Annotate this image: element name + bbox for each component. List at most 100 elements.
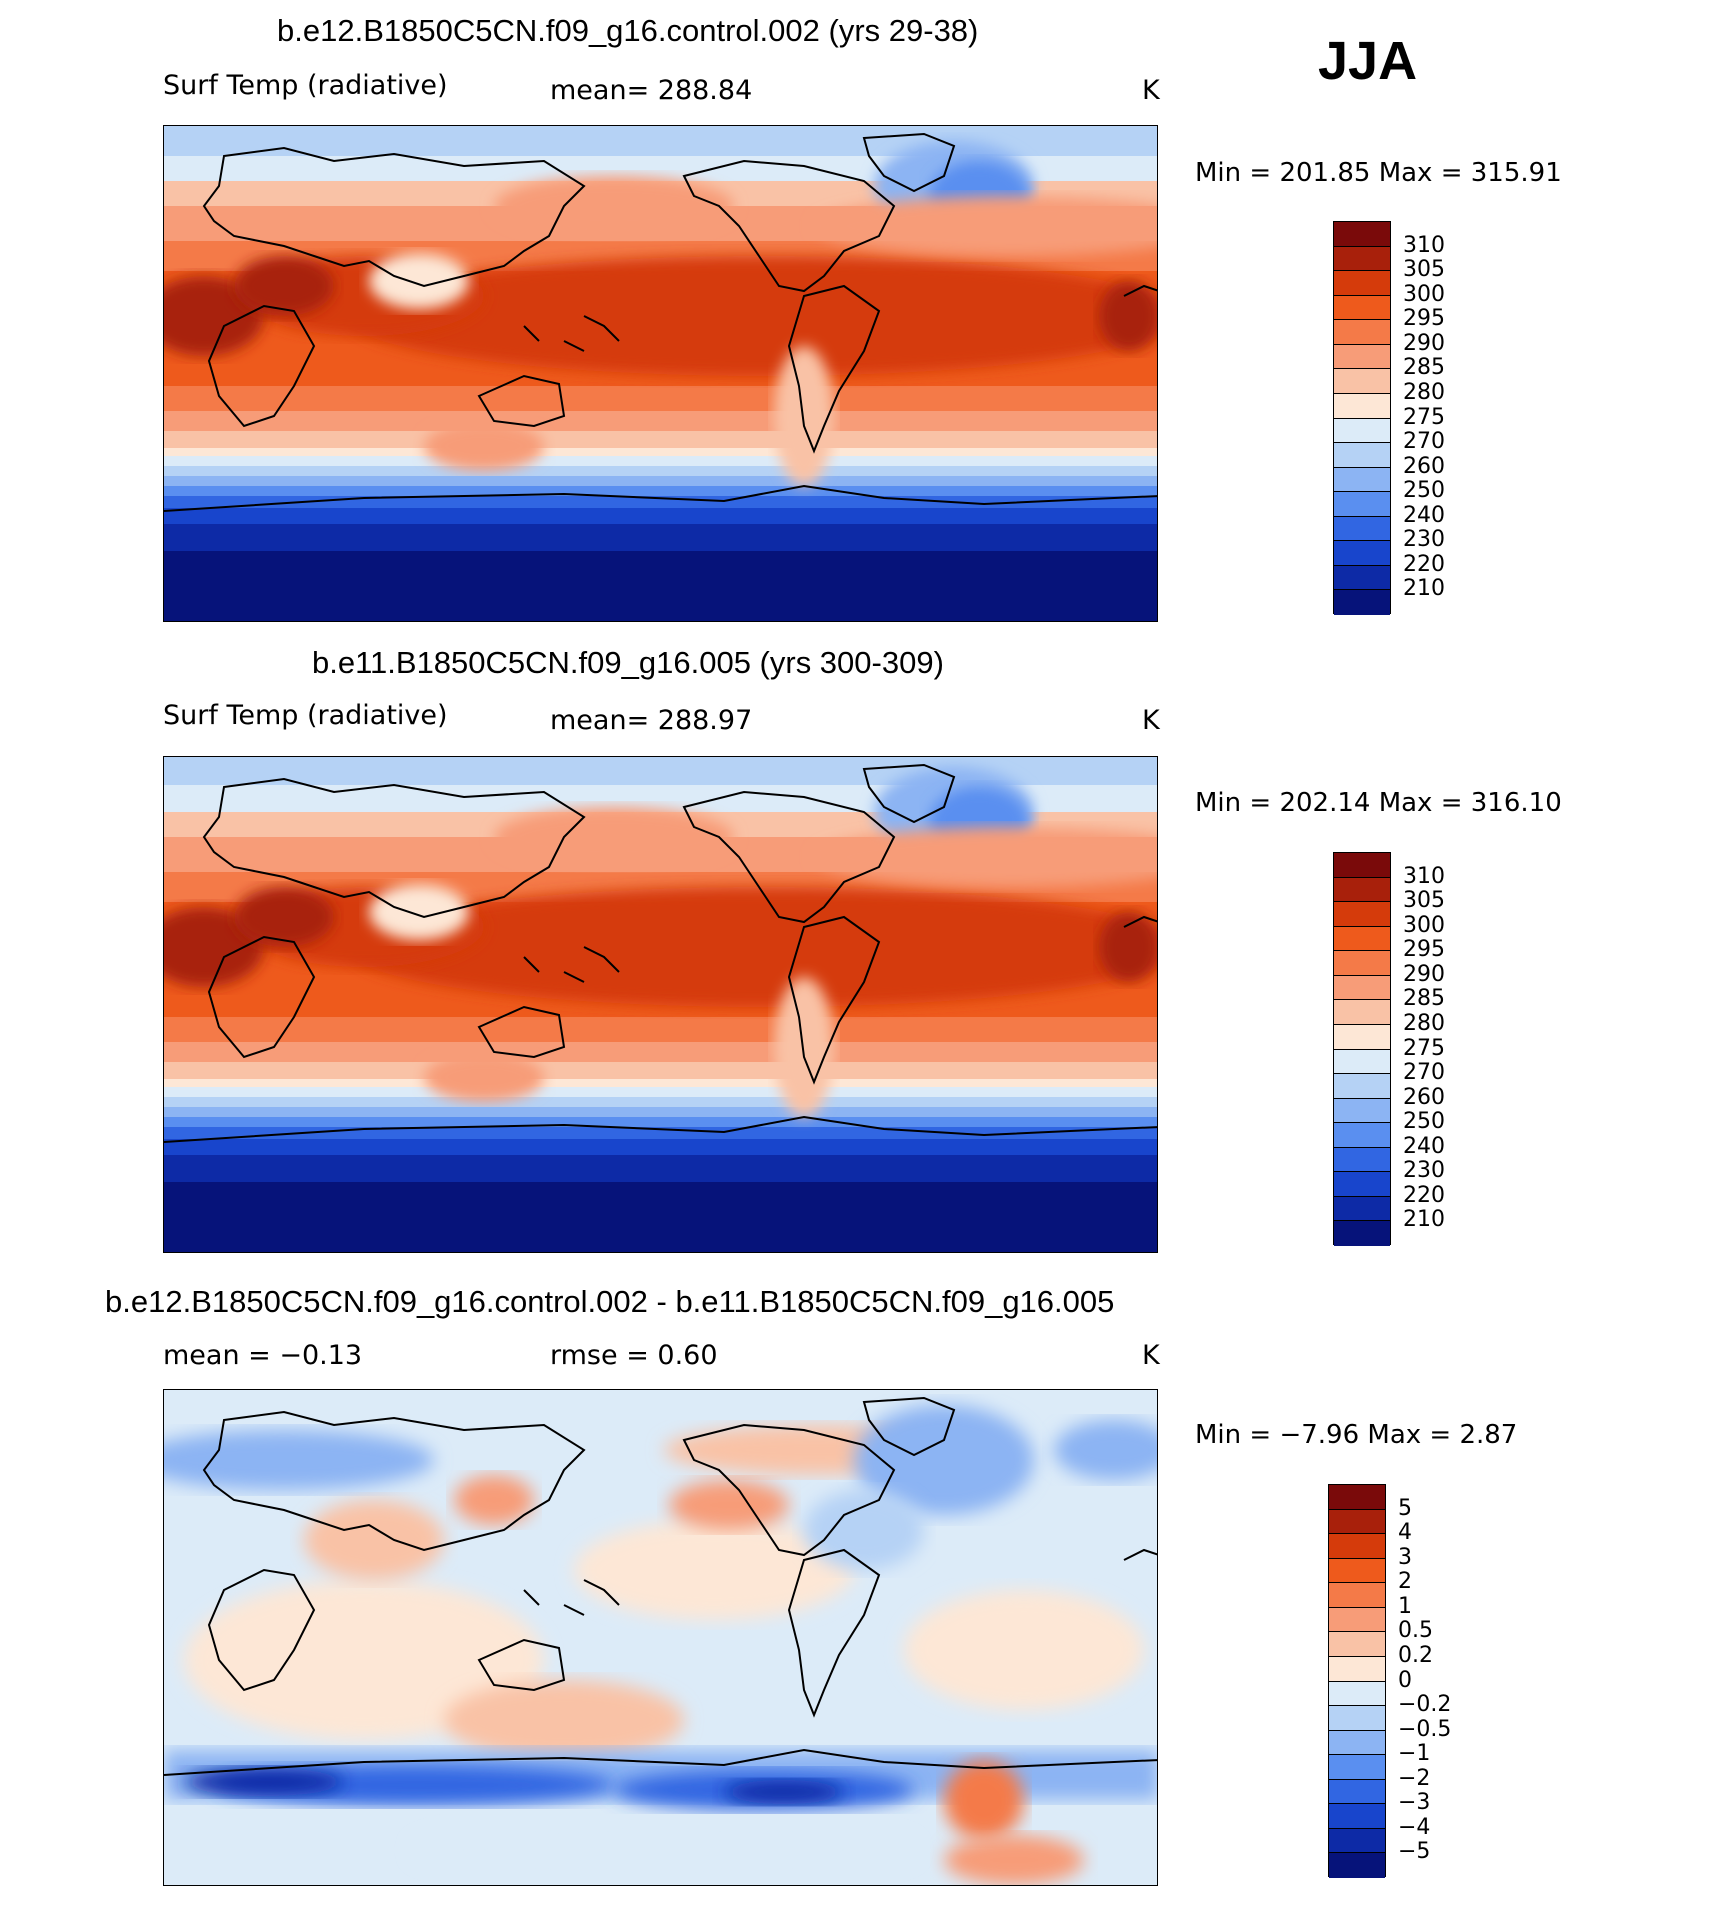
panel-2-colorbar-swatch [1334,902,1390,927]
panel-3-colorbar-swatch [1329,1730,1385,1756]
panel-2-colorbar-swatch [1334,1123,1390,1148]
panel-3-colorbar-label: 0.2 [1398,1642,1433,1668]
panel-2-colorbar-label: 285 [1403,986,1445,1012]
panel-2-colorbar-swatch [1334,877,1390,903]
panel-1-map [163,125,1158,622]
panel-3-colorbar-swatch [1329,1706,1385,1731]
panel-2-contours [164,757,1157,1252]
panel-1-colorbar-label: 310 [1403,232,1445,258]
panel-3-colorbar [1328,1484,1386,1878]
panel-3-colorbar-swatch [1329,1804,1385,1829]
panel-2-colorbar-swatch [1334,1000,1390,1025]
panel-3-colorbar-label: −4 [1398,1814,1431,1840]
panel-3-colorbar-swatch [1329,1779,1385,1805]
panel-2-colorbar-swatch [1334,1098,1390,1124]
panel-2-map [163,756,1158,1253]
panel-1-colorbar-swatch [1334,320,1390,345]
panel-3-colorbar-swatch [1329,1509,1385,1535]
panel-2-colorbar-swatch [1334,1147,1390,1173]
panel-2-field [164,757,1157,1252]
panel-3-colorbar-label: 4 [1398,1520,1412,1546]
panel-3-colorbar-label: −3 [1398,1790,1431,1816]
panel-2-colorbar-swatch [1334,1024,1390,1050]
panel-1-colorbar-swatch [1334,295,1390,321]
panel-3-colorbar-label: −0.5 [1398,1716,1452,1742]
panel-1-colorbar-swatch [1334,516,1390,542]
panel-1-colorbar-label: 285 [1403,355,1445,381]
panel-2-colorbar-label: 270 [1403,1060,1445,1086]
panel-1-colorbar-swatch [1334,222,1390,247]
panel-2-colorbar-label: 260 [1403,1084,1445,1110]
panel-1-colorbar-swatch [1334,467,1390,493]
panel-1-colorbar-swatch [1334,393,1390,419]
panel-2-colorbar-label: 230 [1403,1158,1445,1184]
panel-2-coastlines [164,763,1157,1143]
panel-1-colorbar-swatch [1334,246,1390,272]
panel-3-colorbar-label: 5 [1398,1495,1412,1521]
panel-2-colorbar-label: 210 [1403,1207,1445,1233]
panel-3-colorbar-swatch [1329,1853,1385,1878]
panel-2-colorbar-swatch [1334,926,1390,952]
panel-1-colorbar-label: 305 [1403,257,1445,283]
panel-1-colorbar-swatch [1334,443,1390,468]
panel-3-coastlines [164,1396,1157,1776]
panel-1-colorbar-swatch [1334,344,1390,370]
panel-3-minmax: Min = −7.96 Max = 2.87 [1195,1420,1518,1450]
panel-3-colorbar-label: −0.2 [1398,1692,1452,1718]
panel-3-colorbar-label: 3 [1398,1544,1412,1570]
panel-1-colorbar-label: 250 [1403,478,1445,504]
panel-1-colorbar-swatch [1334,541,1390,566]
panel-1-colorbar-label: 300 [1403,281,1445,307]
panel-1-colorbar-swatch [1334,271,1390,296]
panel-2-colorbar-swatch [1334,1196,1390,1222]
panel-3-contours [164,1390,1157,1885]
panel-2-colorbar-swatch [1334,951,1390,976]
panel-1-units: K [1142,75,1160,106]
panel-2-colorbar [1333,852,1391,1246]
panel-1-colorbar-swatch [1334,418,1390,444]
panel-3-map [163,1389,1158,1886]
panel-2-colorbar-swatch [1334,1074,1390,1099]
panel-1-colorbar-label: 270 [1403,429,1445,455]
panel-2-variable: Surf Temp (radiative) [163,700,448,731]
panel-3-colorbar-swatch [1329,1755,1385,1780]
panel-2-minmax: Min = 202.14 Max = 316.10 [1195,788,1562,818]
panel-2-colorbar-label: 295 [1403,937,1445,963]
panel-1-colorbar-label: 260 [1403,453,1445,479]
panel-1-coastlines [164,132,1157,512]
panel-2-colorbar-label: 220 [1403,1182,1445,1208]
panel-2-colorbar-swatch [1334,1049,1390,1075]
panel-1-field [164,126,1157,621]
panel-2-colorbar-swatch [1334,1221,1390,1246]
panel-3-colorbar-label: −5 [1398,1839,1431,1865]
panel-3-colorbar-label: 0 [1398,1667,1412,1693]
panel-1-colorbar-label: 295 [1403,306,1445,332]
panel-2-colorbar-swatch [1334,1172,1390,1197]
panel-3-colorbar-swatch [1329,1583,1385,1608]
panel-3-colorbar-swatch [1329,1681,1385,1707]
panel-2-colorbar-label: 300 [1403,912,1445,938]
panel-1-colorbar-label: 240 [1403,502,1445,528]
panel-3-colorbar-label: −1 [1398,1741,1431,1767]
panel-1-contours [164,126,1157,621]
panel-2-colorbar-label: 280 [1403,1010,1445,1036]
panel-3-field [164,1390,1157,1885]
panel-2-colorbar-label: 290 [1403,961,1445,987]
panel-3-colorbar-swatch [1329,1534,1385,1559]
panel-3-colorbar-swatch [1329,1828,1385,1854]
panel-1-title: b.e12.B1850C5CN.f09_g16.control.002 (yrs… [277,13,979,48]
panel-1-variable: Surf Temp (radiative) [163,70,448,101]
panel-3-title: b.e12.B1850C5CN.f09_g16.control.002 - b.… [105,1284,1115,1319]
panel-3-units: K [1142,1340,1160,1371]
panel-1-colorbar-swatch [1334,590,1390,615]
panel-1-colorbar-label: 280 [1403,379,1445,405]
panel-1-colorbar-swatch [1334,565,1390,591]
panel-3-colorbar-swatch [1329,1607,1385,1633]
panel-1-colorbar-label: 290 [1403,330,1445,356]
panel-2-colorbar-swatch [1334,975,1390,1001]
panel-3-colorbar-label: −2 [1398,1765,1431,1791]
panel-3-colorbar-label: 0.5 [1398,1618,1433,1644]
panel-1-colorbar-label: 230 [1403,527,1445,553]
panel-1-colorbar [1333,221,1391,615]
panel-3-colorbar-swatch [1329,1558,1385,1584]
